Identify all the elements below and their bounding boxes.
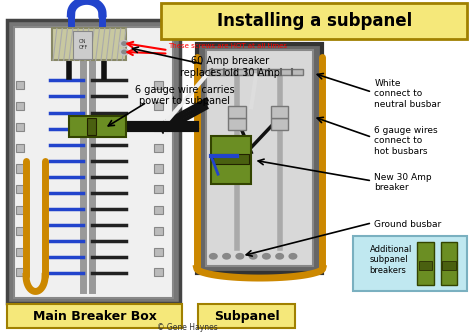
FancyBboxPatch shape <box>154 144 163 152</box>
Text: Ground busbar: Ground busbar <box>374 220 442 229</box>
Text: © Gene Haynes: © Gene Haynes <box>157 323 218 332</box>
Text: ON
OFF: ON OFF <box>78 40 88 50</box>
Circle shape <box>249 254 257 259</box>
FancyBboxPatch shape <box>353 236 467 291</box>
Circle shape <box>263 254 270 259</box>
FancyBboxPatch shape <box>16 248 24 256</box>
FancyBboxPatch shape <box>14 27 173 298</box>
FancyBboxPatch shape <box>198 304 295 328</box>
FancyBboxPatch shape <box>7 20 180 303</box>
FancyBboxPatch shape <box>161 3 467 39</box>
FancyBboxPatch shape <box>441 242 457 285</box>
FancyBboxPatch shape <box>211 136 251 184</box>
FancyBboxPatch shape <box>154 248 163 256</box>
FancyBboxPatch shape <box>228 106 246 118</box>
Circle shape <box>120 49 128 55</box>
FancyBboxPatch shape <box>154 102 163 110</box>
Circle shape <box>120 41 128 47</box>
FancyBboxPatch shape <box>16 102 24 110</box>
FancyBboxPatch shape <box>52 28 126 60</box>
Text: 6 gauge wire carries
power to subpanel: 6 gauge wire carries power to subpanel <box>135 85 235 106</box>
FancyBboxPatch shape <box>417 242 434 285</box>
Text: Installing a subpanel: Installing a subpanel <box>217 12 412 30</box>
Circle shape <box>276 254 283 259</box>
FancyBboxPatch shape <box>209 69 303 75</box>
FancyBboxPatch shape <box>16 81 24 89</box>
FancyBboxPatch shape <box>16 123 24 131</box>
FancyBboxPatch shape <box>16 144 24 152</box>
FancyBboxPatch shape <box>69 116 126 137</box>
FancyBboxPatch shape <box>442 261 456 270</box>
FancyBboxPatch shape <box>16 227 24 235</box>
FancyBboxPatch shape <box>73 31 92 59</box>
FancyBboxPatch shape <box>197 44 322 273</box>
Circle shape <box>122 42 127 45</box>
FancyBboxPatch shape <box>154 185 163 193</box>
Text: Additional
subpanel
breakers: Additional subpanel breakers <box>370 245 412 274</box>
FancyBboxPatch shape <box>154 123 163 131</box>
Text: Subpanel: Subpanel <box>214 310 279 323</box>
Circle shape <box>289 254 297 259</box>
Text: These screws are HOT at all times: These screws are HOT at all times <box>168 43 287 49</box>
FancyBboxPatch shape <box>206 50 313 266</box>
FancyBboxPatch shape <box>213 154 249 164</box>
Text: White
connect to
neutral busbar: White connect to neutral busbar <box>374 79 441 109</box>
Text: 60 Amp breaker
replaces old 30 Amp: 60 Amp breaker replaces old 30 Amp <box>180 56 280 78</box>
FancyBboxPatch shape <box>271 106 288 118</box>
Circle shape <box>236 254 244 259</box>
Circle shape <box>223 254 230 259</box>
FancyBboxPatch shape <box>154 164 163 173</box>
FancyBboxPatch shape <box>271 118 288 130</box>
FancyBboxPatch shape <box>419 261 432 270</box>
Text: 6 gauge wires
connect to
hot busbars: 6 gauge wires connect to hot busbars <box>374 126 438 155</box>
Text: Main Breaker Box: Main Breaker Box <box>33 310 157 323</box>
FancyBboxPatch shape <box>16 268 24 276</box>
FancyBboxPatch shape <box>87 118 96 135</box>
Text: New 30 Amp
breaker: New 30 Amp breaker <box>374 173 432 192</box>
FancyBboxPatch shape <box>154 206 163 214</box>
FancyBboxPatch shape <box>16 164 24 173</box>
Circle shape <box>122 50 127 54</box>
FancyBboxPatch shape <box>16 206 24 214</box>
FancyBboxPatch shape <box>154 268 163 276</box>
FancyBboxPatch shape <box>7 304 182 328</box>
FancyBboxPatch shape <box>154 227 163 235</box>
Circle shape <box>210 254 217 259</box>
FancyBboxPatch shape <box>228 118 246 130</box>
FancyBboxPatch shape <box>16 185 24 193</box>
FancyBboxPatch shape <box>154 81 163 89</box>
